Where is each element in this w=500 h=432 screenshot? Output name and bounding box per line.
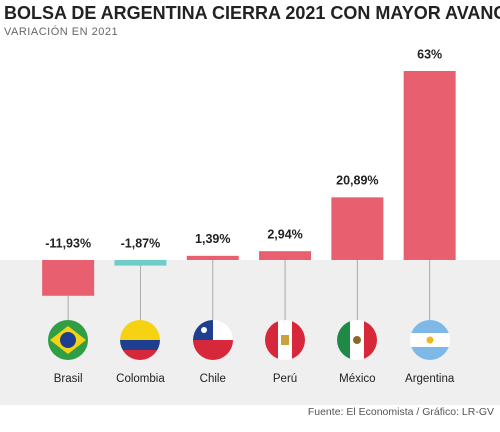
value-label: 63% (417, 47, 442, 61)
flag-mexico (337, 320, 377, 360)
value-label: 2,94% (267, 227, 302, 241)
chart-subtitle: VARIACIÓN EN 2021 (4, 25, 118, 38)
value-label: -11,93% (45, 236, 91, 250)
flags (48, 320, 450, 360)
x-tick-label: México (339, 373, 375, 385)
chart-title: BOLSA DE ARGENTINA CIERRA 2021 CON MAYOR… (4, 3, 500, 23)
flag-peru (265, 320, 305, 360)
x-tick-label: Brasil (54, 373, 83, 385)
bar (403, 71, 456, 260)
flag-argentina (410, 320, 450, 360)
flag-brasil (48, 320, 88, 360)
source: Fuente: El Economista / Gráfico: LR-GV (308, 406, 494, 418)
bar (114, 260, 167, 266)
value-label: 1,39% (195, 232, 230, 246)
x-tick-label: Argentina (405, 373, 455, 385)
bar (186, 255, 239, 260)
bar (259, 251, 312, 260)
x-tick-label: Chile (200, 373, 226, 385)
value-label: 20,89% (336, 174, 378, 188)
value-label: -1,87% (121, 236, 161, 250)
flag-chile (193, 320, 233, 360)
bar (42, 260, 95, 296)
x-tick-label: Perú (273, 373, 297, 385)
x-tick-label: Colombia (116, 373, 165, 385)
flag-colombia (120, 320, 160, 360)
bar (331, 197, 384, 260)
